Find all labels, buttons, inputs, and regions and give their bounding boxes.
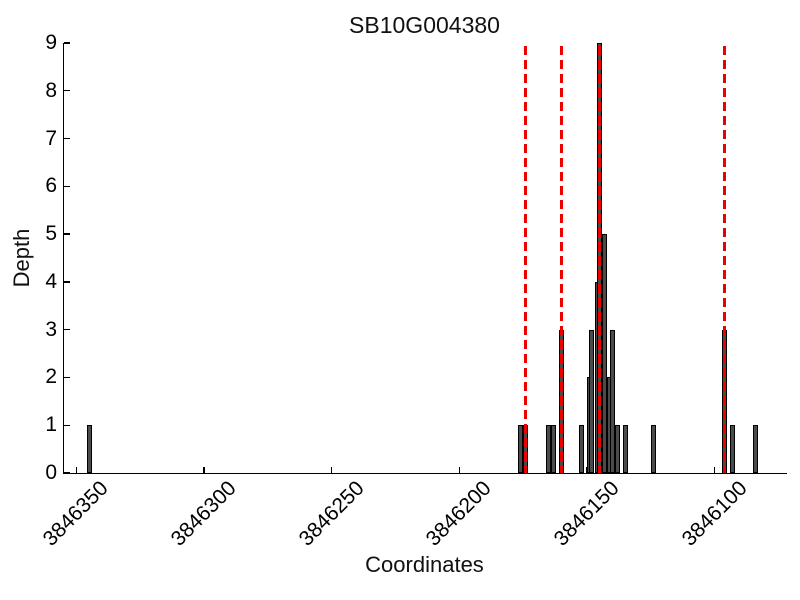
x-tick-mark (458, 467, 460, 473)
depth-bar (650, 425, 656, 473)
y-tick-mark (63, 42, 70, 44)
x-tick-label: 3846200 (421, 476, 496, 551)
y-tick-label: 6 (45, 174, 57, 198)
y-tick-mark (63, 281, 70, 283)
x-tick-label: 3846250 (294, 476, 369, 551)
y-tick-label: 0 (45, 461, 57, 484)
depth-bar (517, 425, 523, 473)
y-tick-label: 2 (45, 365, 57, 389)
y-tick-label: 5 (45, 222, 57, 246)
y-axis-spine (62, 43, 65, 474)
depth-bar (729, 425, 735, 473)
depth-bar (86, 425, 92, 473)
y-tick-label: 1 (45, 413, 57, 437)
y-tick-mark (63, 185, 70, 188)
x-axis-label: Coordinates (365, 552, 484, 577)
chart-title: SB10G004380 (349, 12, 500, 38)
y-tick-mark (63, 90, 70, 92)
y-tick-label: 3 (45, 317, 57, 341)
y-tick-label: 7 (45, 126, 57, 150)
x-tick-label: 3846300 (166, 476, 241, 551)
depth-bar (602, 234, 608, 473)
x-tick-mark (203, 467, 205, 473)
y-tick-mark (63, 472, 70, 474)
depth-bar (551, 425, 557, 473)
y-tick-mark (63, 376, 70, 379)
y-tick-mark (63, 328, 70, 331)
x-tick-label: 3846100 (677, 476, 752, 551)
y-tick-label: 4 (45, 269, 57, 293)
y-tick-mark (63, 137, 70, 140)
x-tick-mark (713, 467, 716, 473)
x-tick-mark (586, 467, 588, 473)
x-tick-mark (75, 467, 77, 473)
y-tick-label: 8 (45, 78, 57, 102)
y-tick-label: 9 (45, 31, 57, 54)
red-dashed-line (559, 46, 563, 473)
x-tick-label: 3846350 (38, 476, 113, 551)
x-axis-spine (62, 472, 787, 475)
depth-bar (579, 425, 585, 473)
red-dashed-line (723, 46, 727, 473)
y-tick-mark (63, 424, 70, 426)
red-dashed-line (524, 46, 528, 473)
red-dashed-line (598, 46, 602, 473)
x-tick-label: 3846150 (549, 476, 624, 551)
y-tick-mark (63, 233, 70, 235)
depth-bar (609, 329, 615, 473)
x-tick-mark (330, 467, 333, 473)
depth-bar (615, 425, 620, 473)
depth-bar (546, 425, 552, 473)
depth-bar (589, 329, 595, 473)
depth-bar (622, 425, 628, 473)
depth-bar (752, 425, 758, 473)
